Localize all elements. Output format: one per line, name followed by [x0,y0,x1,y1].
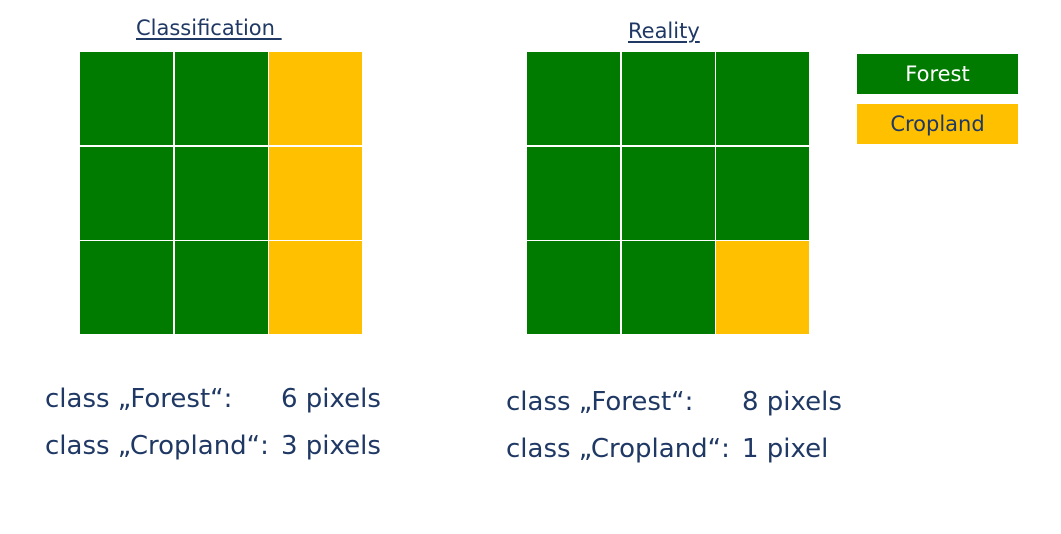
classification-cell-forest [80,241,173,334]
classification-cell-forest [174,52,268,145]
reality-title: Reality [628,19,700,43]
count-label: class „Forest“: [506,387,694,417]
classification-cropland-count: class „Cropland“: 3 pixels [45,429,405,463]
reality-cell-forest [621,146,715,240]
reality-cell-cropland [716,241,809,334]
count-value: 1 pixel [742,434,829,464]
count-label: class „Forest“: [45,384,233,414]
classification-title: Classification [136,16,282,40]
legend-cropland: Cropland [857,104,1018,144]
reality-cell-forest [527,52,620,145]
reality-cell-forest [716,146,809,240]
classification-cell-forest [174,146,268,240]
reality-grid [527,52,809,334]
count-value: 8 pixels [742,387,842,417]
reality-cell-forest [527,241,620,334]
classification-cell-forest [80,52,173,145]
legend-forest-label: Forest [905,62,970,86]
reality-forest-count: class „Forest“: 8 pixels [506,385,866,419]
classification-cell-forest [80,146,173,240]
classification-grid [80,52,362,334]
legend-cropland-label: Cropland [890,112,985,136]
classification-forest-count: class „Forest“: 6 pixels [45,382,405,416]
legend-forest: Forest [857,54,1018,94]
reality-cell-forest [621,52,715,145]
classification-cell-forest [174,241,268,334]
classification-cell-cropland [269,241,362,334]
classification-cell-cropland [269,146,362,240]
classification-cell-cropland [269,52,362,145]
reality-cell-forest [527,146,620,240]
count-label: class „Cropland“: [506,434,730,464]
count-value: 6 pixels [281,384,381,414]
reality-cell-forest [716,52,809,145]
reality-cropland-count: class „Cropland“: 1 pixel [506,432,866,466]
reality-cell-forest [621,241,715,334]
count-value: 3 pixels [281,431,381,461]
count-label: class „Cropland“: [45,431,269,461]
